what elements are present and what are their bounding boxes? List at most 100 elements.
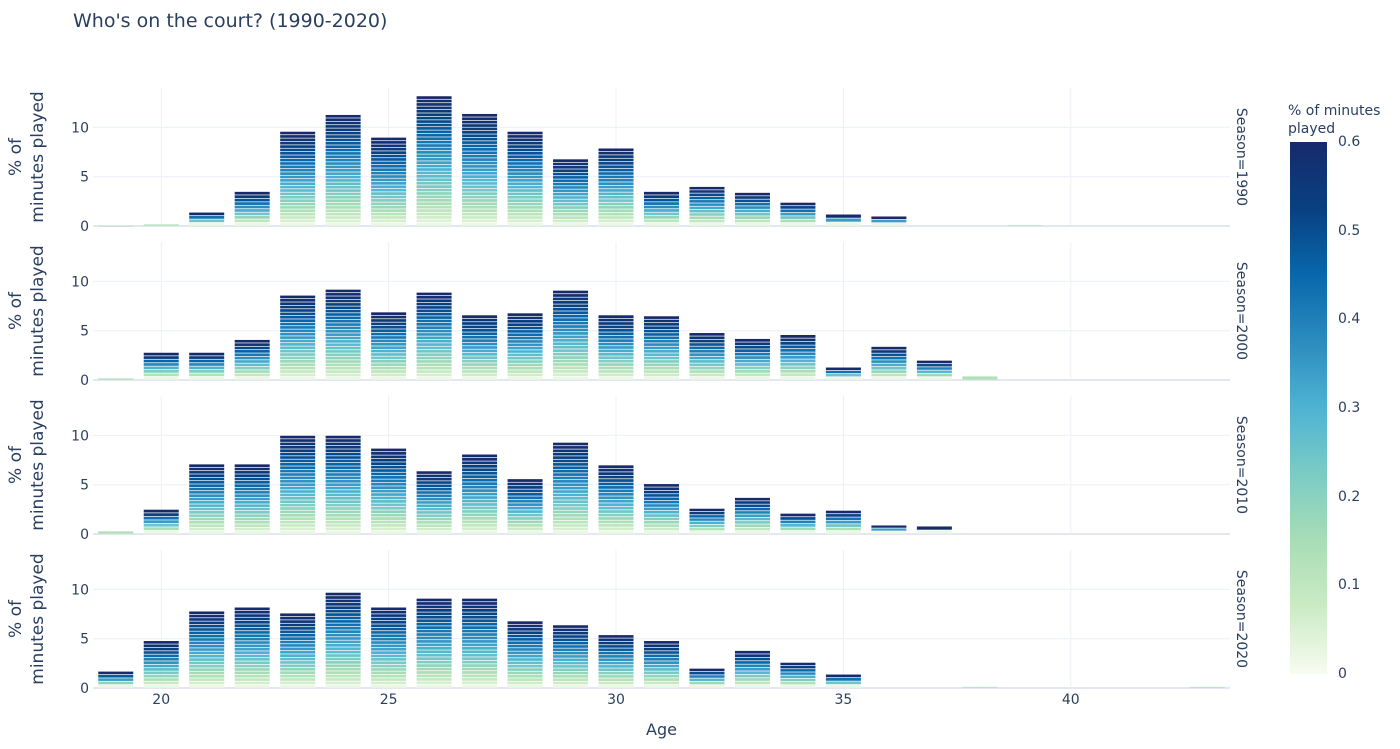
- bar-segment: [644, 363, 679, 367]
- y-axis-label-text: % of minutes played: [6, 91, 48, 223]
- bar-segment: [644, 657, 679, 661]
- bar-segment: [325, 469, 361, 473]
- bar: [416, 292, 452, 380]
- bar-segment: [553, 476, 589, 480]
- bar-segment: [371, 205, 407, 209]
- bar-segment: [780, 685, 816, 688]
- bar-segment: [598, 658, 634, 662]
- bar-segment: [416, 198, 452, 202]
- bar-segment: [416, 181, 452, 185]
- bar-segment: [553, 182, 589, 186]
- bar-segment: [325, 114, 361, 118]
- bar-segment: [553, 311, 589, 315]
- bar-segment: [507, 333, 543, 337]
- bar-segment: [553, 192, 589, 196]
- bar-segment: [871, 363, 907, 367]
- bar-segment: [689, 216, 725, 220]
- bar-segment: [234, 350, 270, 353]
- bar-segment: [234, 634, 270, 638]
- y-tick-label: 5: [80, 324, 89, 340]
- bar-segment: [598, 638, 634, 642]
- bar-segment: [416, 667, 452, 671]
- bar-segment: [325, 185, 361, 189]
- bar-segment: [371, 144, 407, 148]
- bar-segment: [462, 622, 498, 626]
- bar-segment: [325, 654, 361, 657]
- colorbar-tick-label: 0.1: [1338, 577, 1361, 594]
- bar-segment: [644, 346, 679, 350]
- bar-segment: [553, 641, 589, 645]
- bar-segment: [598, 158, 634, 162]
- bar-segment: [507, 356, 543, 360]
- bar-segment: [825, 218, 861, 222]
- bar-segment: [734, 356, 770, 359]
- bar-segment: [825, 530, 861, 534]
- bar-segment: [644, 661, 679, 664]
- bar-segment: [553, 356, 589, 359]
- bar-segment: [280, 530, 316, 534]
- bar-segment: [325, 674, 361, 678]
- bar-segment: [553, 373, 589, 377]
- bar-segment: [143, 509, 179, 513]
- bar-segment: [734, 222, 770, 226]
- bar: [416, 598, 452, 688]
- colorbar-tick-label: 0.6: [1338, 134, 1361, 150]
- bar-segment: [507, 199, 543, 202]
- bar-segment: [462, 328, 498, 332]
- bar-segment: [98, 378, 134, 380]
- bar-segment: [234, 620, 270, 624]
- bar-segment: [507, 151, 543, 155]
- y-tick-label: 5: [80, 170, 89, 186]
- bar-segment: [598, 468, 634, 472]
- bar-segment: [734, 517, 770, 521]
- bar-segment: [462, 373, 498, 377]
- bar-segment: [189, 658, 225, 661]
- bar: [598, 315, 634, 380]
- bar-segment: [553, 658, 589, 662]
- bar-segment: [280, 332, 316, 336]
- bar: [734, 192, 770, 226]
- bar-segment: [325, 118, 361, 122]
- bar-segment: [462, 161, 498, 165]
- bar-segment: [462, 366, 498, 370]
- bar-segment: [507, 524, 543, 527]
- bar-segment: [598, 342, 634, 346]
- bar-segment: [462, 468, 498, 472]
- bar-segment: [734, 359, 770, 363]
- bar-segment: [462, 168, 498, 172]
- bar-segment: [98, 678, 134, 681]
- bar-segment: [416, 373, 452, 377]
- bar-segment: [280, 507, 316, 510]
- y-tick-label: 0: [80, 219, 89, 235]
- bar-segment: [507, 182, 543, 186]
- bar-segment: [371, 493, 407, 496]
- bar-segment: [98, 531, 134, 534]
- bar-segment: [462, 454, 498, 458]
- bar-segment: [189, 373, 225, 377]
- bar-segment: [143, 520, 179, 524]
- bar-segment: [234, 681, 270, 685]
- bar-segment: [98, 671, 134, 675]
- bar-segment: [143, 224, 179, 226]
- bar: [553, 625, 589, 688]
- bar-segment: [644, 524, 679, 527]
- bar-segment: [780, 341, 816, 345]
- bar-segment: [325, 289, 361, 293]
- bar-segment: [280, 366, 316, 370]
- bar-segment: [644, 333, 679, 336]
- bar-segment: [553, 456, 589, 459]
- bar-segment: [462, 664, 498, 667]
- bar-segment: [325, 125, 361, 128]
- bar-segment: [598, 222, 634, 226]
- bar-segment: [416, 346, 452, 350]
- bar-segment: [416, 521, 452, 524]
- bar-segment: [780, 369, 816, 373]
- bar-segment: [416, 612, 452, 616]
- bar-segment: [325, 326, 361, 330]
- bar-segment: [734, 664, 770, 668]
- bar-segment: [644, 316, 679, 319]
- bar-segment: [507, 624, 543, 628]
- bar-segment: [234, 370, 270, 373]
- bar-segment: [325, 483, 361, 487]
- bar-segment: [462, 478, 498, 482]
